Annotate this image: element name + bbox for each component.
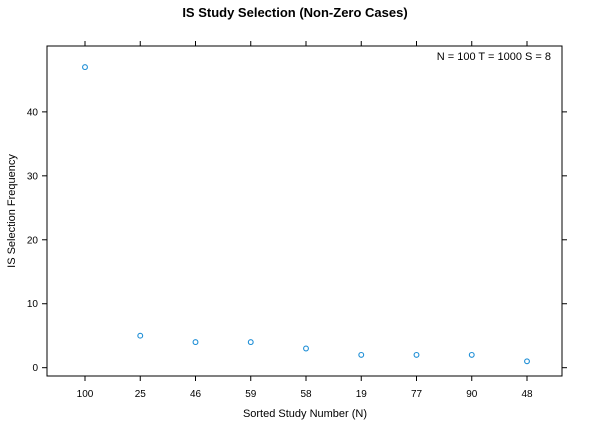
x-tick-label: 19 [356,389,368,400]
x-tick-label: 90 [466,389,478,400]
data-point [192,339,199,346]
y-tick-label: 20 [27,235,39,246]
x-axis: 100 25 46 59 58 19 77 90 48 [77,41,533,400]
chart-title: IS Study Selection (Non-Zero Cases) [182,5,407,20]
chart-annotation: N = 100 T = 1000 S = 8 [437,51,551,63]
x-tick-label: 25 [135,389,147,400]
data-point [468,351,475,358]
data-point [137,332,144,339]
x-tick-label: 58 [300,389,312,400]
data-point [303,345,309,352]
y-tick-label: 0 [32,363,38,374]
x-tick-label: 46 [190,389,202,400]
y-axis: 0 10 20 30 40 [27,107,567,374]
y-axis-label: IS Selection Frequency [6,154,18,268]
data-point [524,358,530,365]
x-tick-label: 77 [411,389,423,400]
x-tick-label: 48 [521,389,533,400]
data-points [82,64,530,365]
x-tick-label: 100 [77,389,94,400]
y-tick-label: 30 [27,171,39,182]
y-tick-label: 40 [27,107,39,118]
x-tick-label: 59 [245,389,257,400]
plot-frame [46,45,563,377]
y-tick-label: 10 [27,299,39,310]
data-point [82,64,88,71]
data-point [413,351,420,358]
data-point [247,339,254,346]
data-point [358,351,365,358]
x-axis-label: Sorted Study Number (N) [243,408,367,420]
